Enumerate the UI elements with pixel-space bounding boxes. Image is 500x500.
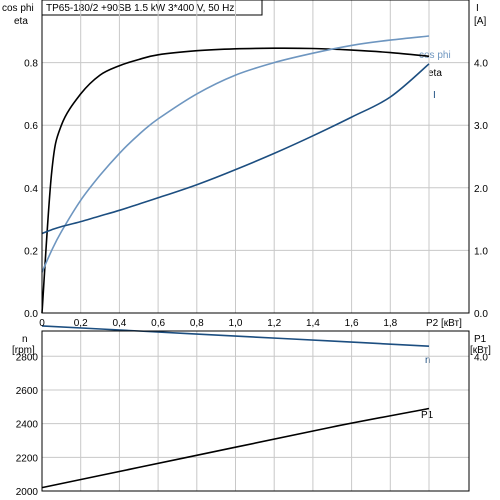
- current-curve: [41, 63, 430, 235]
- x-tick-label: 1,0: [229, 318, 243, 329]
- bottom-left-tick-label: 2400: [16, 420, 39, 431]
- speed-curve: [41, 325, 430, 347]
- cosphi-curve: [41, 35, 430, 273]
- top-right-tick-label: 4.0: [474, 59, 488, 70]
- curve-label-eta: eta: [428, 68, 442, 79]
- x-tick-label: 1,8: [383, 318, 397, 329]
- x-tick-label: 1,6: [345, 318, 359, 329]
- x-tick-label: 0,2: [74, 318, 88, 329]
- top-left-tick-label: 0.6: [24, 121, 38, 132]
- bottom-left-tick-label: 2200: [16, 453, 39, 464]
- top-left-label-cosphi: cos phi: [2, 3, 34, 14]
- top-right-tick-label: 3.0: [474, 121, 488, 132]
- top-right-tick-label: 0.0: [474, 309, 488, 320]
- x-tick-label: 1,2: [267, 318, 281, 329]
- curve-label-I: I: [433, 90, 436, 101]
- top-right-tick-label: 2.0: [474, 184, 488, 195]
- top-plot-frame: [41, 0, 470, 314]
- x-tick-label: 1,4: [306, 318, 320, 329]
- eta-curve: [41, 47, 430, 314]
- top-left-tick-label: 0.2: [24, 246, 38, 257]
- top-right-tick-label: 1.0: [474, 246, 488, 257]
- top-right-label-unit: [A]: [474, 16, 486, 27]
- bottom-left-tick-label: 2000: [16, 487, 39, 498]
- bottom-left-tick-label: 2800: [16, 352, 39, 363]
- curve-label-cosphi: cos phi: [419, 50, 451, 61]
- top-left-tick-label: 0.0: [24, 309, 38, 320]
- bottom-right-tick-label: 4.0: [474, 352, 488, 363]
- bottom-left-label-n: n: [22, 334, 28, 345]
- x-tick-label: 0: [39, 318, 45, 329]
- chart-title: TP65-180/2 +90SB 1.5 kW 3*400 V, 50 Hz: [46, 3, 234, 14]
- top-left-tick-label: 0.8: [24, 59, 38, 70]
- top-right-label-I: I: [476, 3, 479, 14]
- top-left-tick-label: 0.4: [24, 184, 38, 195]
- x-tick-label: 0,4: [112, 318, 126, 329]
- x-tick-label: 0,6: [151, 318, 165, 329]
- bottom-right-label-unit: [кВт]: [470, 345, 491, 356]
- p1-curve: [41, 407, 430, 489]
- x-tick-label: 0,8: [190, 318, 204, 329]
- bottom-left-tick-label: 2600: [16, 386, 39, 397]
- bottom-right-label-P1: P1: [474, 334, 487, 345]
- bottom-plot-frame: [41, 330, 470, 492]
- x-axis-label: P2 [кВт]: [426, 318, 462, 329]
- curve-label-n: n: [425, 355, 431, 366]
- curve-label-P1: P1: [421, 410, 434, 421]
- bottom-left-label-unit: [rpm]: [12, 345, 35, 356]
- top-left-label-eta: eta: [14, 16, 28, 27]
